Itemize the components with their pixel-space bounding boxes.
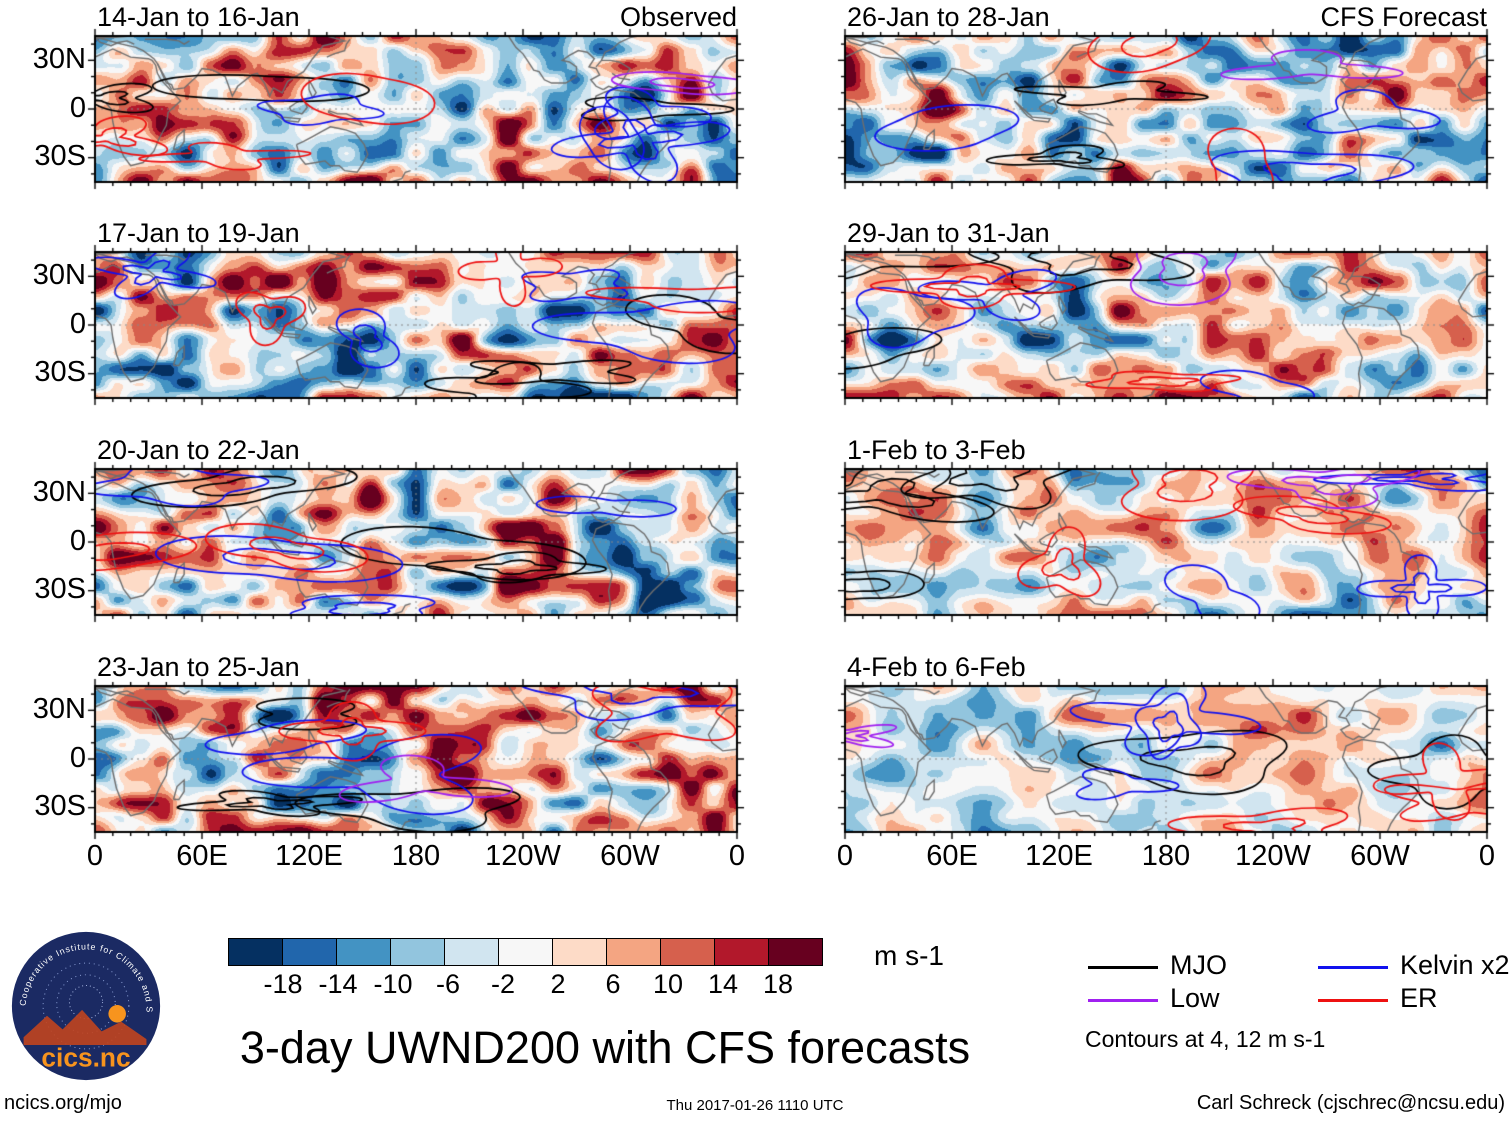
colorbar-tick-label: 6	[605, 969, 621, 999]
x-tick-label: 120E	[1025, 840, 1093, 872]
legend-line-low	[1088, 999, 1158, 1002]
cics-logo: Cooperative Institute for Climate and Sa…	[8, 928, 161, 1081]
map-canvas-forecast-1	[835, 26, 1497, 192]
colorbar-cell	[660, 938, 715, 966]
colorbar-cell	[714, 938, 769, 966]
x-tick-label: 180	[391, 840, 441, 872]
y-tick-label: 0	[69, 92, 86, 124]
logo-text: cics.nc	[41, 1042, 130, 1072]
y-tick-label: 30S	[34, 356, 86, 388]
y-tick-label: 30S	[34, 573, 86, 605]
colorbar-cell	[768, 938, 823, 966]
colorbar-unit: m s-1	[874, 940, 944, 971]
legend-line-er	[1318, 999, 1388, 1002]
colorbar-cell	[228, 938, 283, 966]
figure-title: 3-day UWND200 with CFS forecasts	[239, 1022, 971, 1073]
colorbar-cell	[606, 938, 661, 966]
map-canvas-observed-1	[85, 26, 747, 192]
colorbar-cell	[390, 938, 445, 966]
colorbar-tick-label: -14	[318, 969, 358, 999]
legend-line-mjo	[1088, 966, 1158, 969]
map-canvas-observed-4	[85, 676, 747, 842]
y-tick-label: 30N	[32, 693, 86, 725]
map-canvas-forecast-4	[835, 676, 1497, 842]
x-tick-label: 60E	[926, 840, 978, 872]
y-tick-label: 30N	[32, 259, 86, 291]
colorbar-cell	[498, 938, 553, 966]
map-canvas-forecast-2	[835, 242, 1497, 408]
map-canvas-forecast-3	[835, 459, 1497, 625]
x-tick-label: 120W	[485, 840, 561, 872]
colorbar-tick-label: -6	[435, 969, 460, 999]
x-tick-label: 60W	[1350, 840, 1410, 872]
footer-left: ncics.org/mjo	[4, 1092, 122, 1114]
colorbar-tick-label: -10	[373, 969, 413, 999]
y-tick-label: 0	[69, 742, 86, 774]
colorbar-tick-label: 18	[762, 969, 794, 999]
footer-timestamp: Thu 2017-01-26 1110 UTC	[666, 1097, 844, 1114]
logo-mountains-icon	[23, 1009, 147, 1045]
legend-label-mjo: MJO	[1170, 950, 1227, 980]
x-tick-label: 120E	[275, 840, 343, 872]
x-tick-label: 60E	[176, 840, 228, 872]
y-tick-label: 0	[69, 525, 86, 557]
x-tick-label: 0	[728, 840, 746, 872]
x-tick-label: 60W	[600, 840, 660, 872]
map-canvas-observed-2	[85, 242, 747, 408]
y-tick-label: 30S	[34, 140, 86, 172]
legend-label-low: Low	[1170, 983, 1220, 1013]
x-tick-label: 120W	[1235, 840, 1311, 872]
y-tick-label: 30N	[32, 43, 86, 75]
map-canvas-observed-3	[85, 459, 747, 625]
legend-label-er: ER	[1400, 983, 1438, 1013]
logo-sun-icon	[108, 1005, 126, 1023]
legend-label-kelvin: Kelvin x2	[1400, 950, 1510, 980]
legend-line-kelvin	[1318, 966, 1388, 969]
colorbar-cell	[444, 938, 499, 966]
y-tick-label: 30N	[32, 476, 86, 508]
colorbar-tick-label: 2	[550, 969, 566, 999]
colorbar-tick-label: -18	[263, 969, 303, 999]
legend-note: Contours at 4, 12 m s-1	[1085, 1026, 1326, 1052]
footer-right: Carl Schreck (cjschrec@ncsu.edu)	[1196, 1092, 1505, 1114]
y-tick-label: 30S	[34, 790, 86, 822]
x-tick-label: 180	[1141, 840, 1191, 872]
colorbar-tick-label: -2	[490, 969, 515, 999]
colorbar-tick-label: 14	[707, 969, 739, 999]
colorbar-cell	[282, 938, 337, 966]
colorbar	[228, 938, 823, 966]
x-tick-label: 0	[836, 840, 854, 872]
x-tick-label: 0	[1478, 840, 1496, 872]
colorbar-cell	[336, 938, 391, 966]
colorbar-tick-label: 10	[652, 969, 684, 999]
colorbar-labels: -18 -14 -10 -6 -2 2 6 10 14 18	[228, 969, 868, 1001]
y-tick-label: 0	[69, 308, 86, 340]
colorbar-cell	[552, 938, 607, 966]
x-tick-label: 0	[86, 840, 104, 872]
